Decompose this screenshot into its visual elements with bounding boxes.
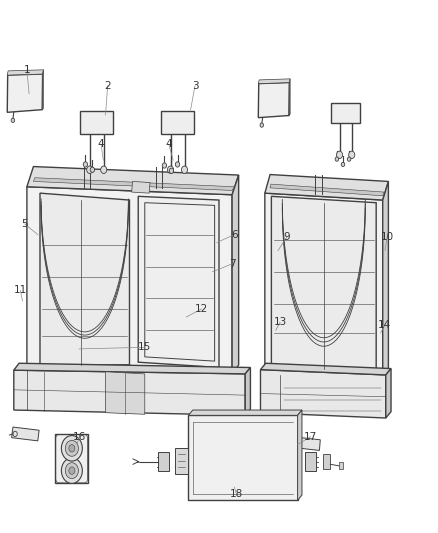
Circle shape <box>69 445 75 452</box>
Circle shape <box>162 163 166 168</box>
Polygon shape <box>261 369 386 418</box>
Polygon shape <box>258 83 289 118</box>
Text: 7: 7 <box>229 259 235 269</box>
Text: 3: 3 <box>192 81 198 91</box>
Text: 2: 2 <box>104 81 111 91</box>
Circle shape <box>175 162 180 167</box>
Polygon shape <box>33 177 234 190</box>
Polygon shape <box>258 79 290 84</box>
Polygon shape <box>14 370 245 415</box>
Polygon shape <box>297 410 302 500</box>
Polygon shape <box>42 70 43 110</box>
Circle shape <box>336 151 343 159</box>
Polygon shape <box>232 175 239 375</box>
Polygon shape <box>265 174 389 200</box>
Polygon shape <box>40 193 130 365</box>
Text: 6: 6 <box>231 230 237 240</box>
Circle shape <box>260 123 264 127</box>
Circle shape <box>167 166 173 173</box>
Polygon shape <box>188 415 297 500</box>
Polygon shape <box>138 196 219 368</box>
Text: 4: 4 <box>98 139 104 149</box>
Polygon shape <box>12 427 39 441</box>
Polygon shape <box>7 74 42 112</box>
Text: 1: 1 <box>24 65 30 75</box>
Circle shape <box>341 163 345 166</box>
Text: 9: 9 <box>283 232 290 243</box>
Polygon shape <box>289 79 290 116</box>
Text: 15: 15 <box>138 342 152 352</box>
Circle shape <box>335 157 339 161</box>
Circle shape <box>90 167 95 172</box>
Polygon shape <box>245 368 251 415</box>
Circle shape <box>347 157 351 161</box>
Text: 4: 4 <box>166 139 172 149</box>
Polygon shape <box>270 184 384 196</box>
Circle shape <box>101 166 107 173</box>
Polygon shape <box>332 103 360 123</box>
Polygon shape <box>7 70 43 75</box>
Text: 5: 5 <box>21 219 28 229</box>
Polygon shape <box>386 368 391 418</box>
Circle shape <box>69 467 75 474</box>
Polygon shape <box>339 462 343 469</box>
Polygon shape <box>265 193 383 375</box>
Polygon shape <box>383 181 389 375</box>
Circle shape <box>349 151 355 159</box>
Polygon shape <box>161 111 194 134</box>
Polygon shape <box>14 364 251 374</box>
Circle shape <box>169 168 173 173</box>
Polygon shape <box>291 437 320 450</box>
Polygon shape <box>106 372 145 414</box>
Circle shape <box>87 166 93 173</box>
Polygon shape <box>27 187 232 375</box>
Polygon shape <box>132 181 150 193</box>
Polygon shape <box>188 410 302 415</box>
Circle shape <box>65 463 78 479</box>
Text: 12: 12 <box>195 304 208 314</box>
Polygon shape <box>158 451 169 471</box>
Polygon shape <box>27 166 239 195</box>
Text: 16: 16 <box>73 432 86 442</box>
Polygon shape <box>323 454 330 469</box>
Text: 17: 17 <box>304 432 317 442</box>
Circle shape <box>181 166 187 173</box>
Polygon shape <box>175 448 187 474</box>
Text: 11: 11 <box>14 286 27 295</box>
Polygon shape <box>272 196 376 369</box>
Text: 10: 10 <box>381 232 394 243</box>
Circle shape <box>65 440 78 456</box>
Circle shape <box>61 458 82 483</box>
Polygon shape <box>305 451 316 471</box>
Polygon shape <box>261 364 391 375</box>
Polygon shape <box>55 434 88 483</box>
Text: 18: 18 <box>230 489 243 499</box>
Circle shape <box>11 118 14 123</box>
Circle shape <box>83 162 88 167</box>
Circle shape <box>61 435 82 461</box>
Polygon shape <box>81 111 113 134</box>
Text: 13: 13 <box>273 317 287 327</box>
Text: 14: 14 <box>378 320 392 330</box>
